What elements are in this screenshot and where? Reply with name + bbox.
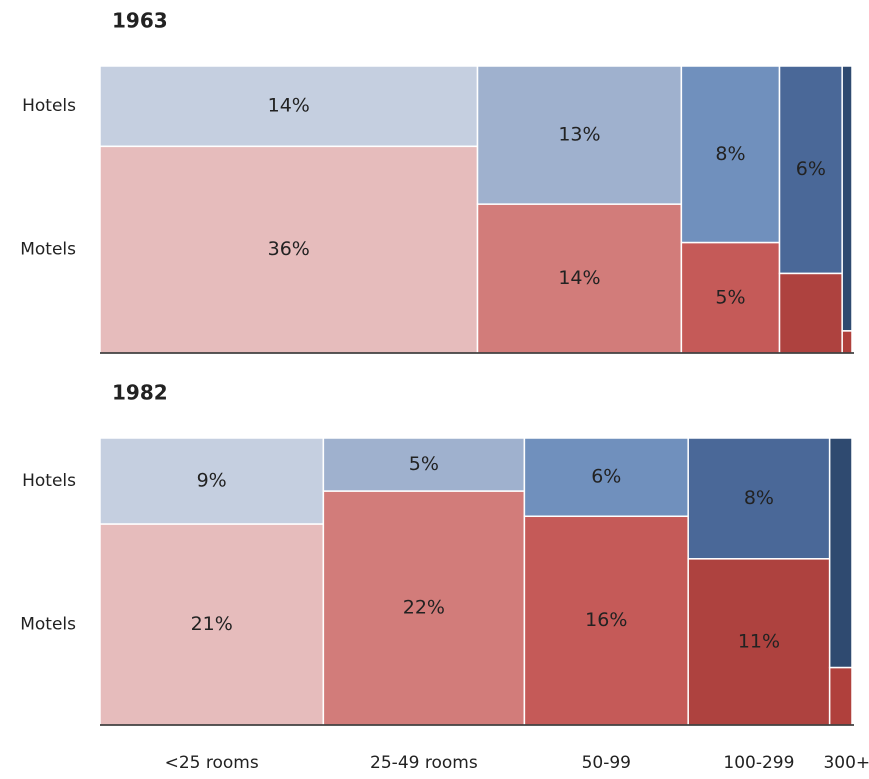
x-tick-label: 50-99: [582, 753, 631, 773]
row-label: Hotels: [22, 471, 76, 491]
segment: [680, 241, 781, 354]
segment: [523, 437, 689, 518]
row-label: Motels: [20, 615, 76, 635]
value-label: 9%: [197, 470, 227, 492]
value-label: 8%: [744, 487, 774, 509]
segment: [841, 65, 853, 332]
segment: [680, 65, 781, 244]
segment: [523, 515, 689, 726]
value-label: 5%: [715, 286, 745, 308]
segment: [778, 272, 843, 354]
segment: [828, 437, 853, 669]
segment: [476, 203, 683, 354]
value-label: 8%: [715, 143, 745, 165]
value-label: 16%: [585, 609, 627, 631]
row-label: Hotels: [22, 96, 76, 116]
value-label: 13%: [558, 124, 600, 146]
x-tick-label: 100-299: [723, 753, 794, 773]
x-tick-label: 25-49 rooms: [370, 753, 478, 773]
value-label: 6%: [591, 466, 621, 488]
segment: [99, 437, 325, 525]
value-label: 6%: [796, 158, 826, 180]
segment: [322, 437, 526, 492]
value-label: 22%: [403, 597, 445, 619]
segment: [99, 523, 325, 726]
segment: [476, 65, 683, 205]
value-label: 14%: [268, 95, 310, 117]
value-label: 5%: [409, 453, 439, 475]
x-tick-label: <25 rooms: [165, 753, 259, 773]
segment: [841, 330, 853, 354]
panel-title: 1963: [112, 9, 168, 33]
segment: [99, 145, 479, 354]
segment: [99, 65, 479, 148]
segment: [687, 437, 831, 560]
segment: [322, 490, 526, 726]
row-label: Motels: [20, 240, 76, 260]
value-label: 21%: [191, 613, 233, 635]
value-label: 14%: [558, 267, 600, 289]
value-label: 36%: [268, 238, 310, 260]
value-label: 11%: [738, 630, 780, 652]
segment: [687, 558, 831, 726]
segment: [828, 666, 853, 726]
x-tick-label: 300+: [823, 753, 869, 773]
panel-title: 1982: [112, 381, 168, 405]
